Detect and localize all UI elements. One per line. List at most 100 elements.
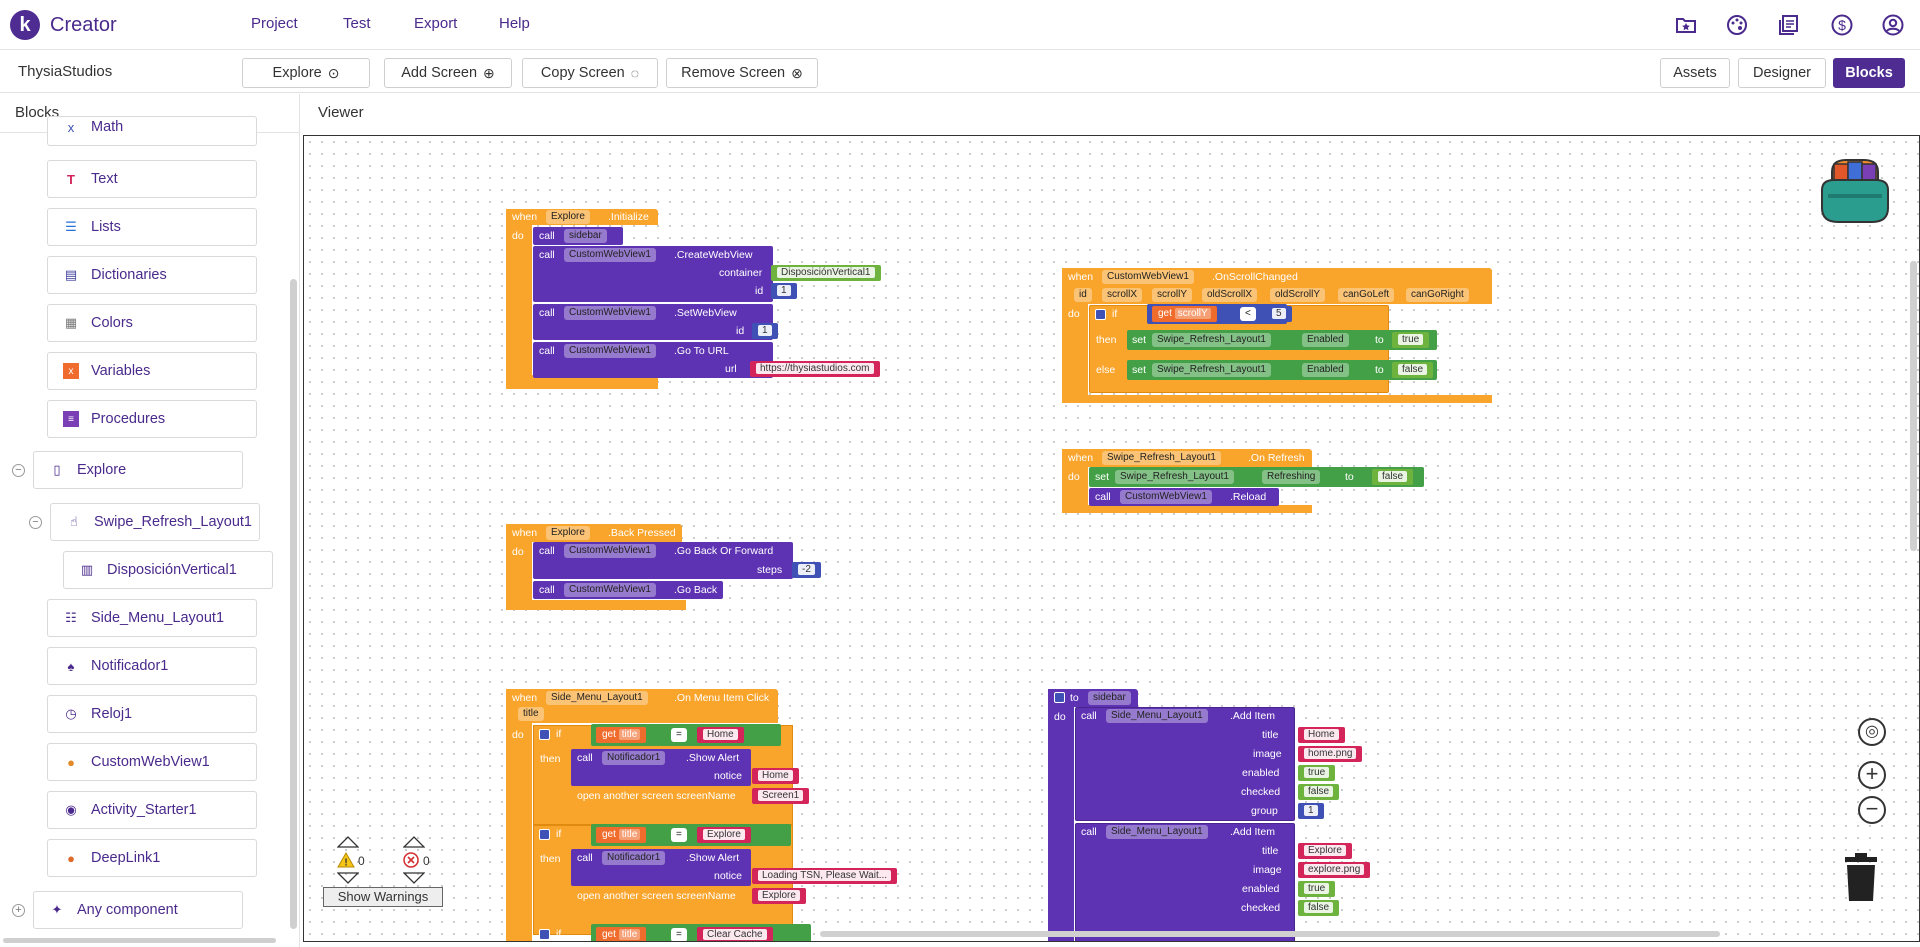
param-oldscrollx[interactable]: oldScrollX [1202, 288, 1258, 302]
component-dropdown[interactable]: Swipe_Refresh_Layout1 [1152, 363, 1271, 377]
procedure-dropdown[interactable]: sidebar [564, 229, 607, 243]
param-title[interactable]: title [518, 707, 544, 721]
builtin-math[interactable]: x Math [47, 116, 257, 146]
recenter-icon[interactable]: ◎ [1858, 718, 1886, 746]
string-value[interactable]: Screen1 [752, 788, 810, 804]
set-enabled-false[interactable] [1127, 360, 1437, 380]
string-value[interactable]: Loading TSN, Please Wait... [752, 868, 898, 884]
boolean-value[interactable]: false [1392, 362, 1434, 378]
mutator-gear-icon[interactable] [539, 929, 550, 940]
builtin-procedures[interactable]: ≡ Procedures [47, 400, 257, 438]
mutator-gear-icon[interactable] [1095, 309, 1106, 320]
number-value[interactable]: -2 [792, 562, 821, 578]
string-value[interactable]: Home [697, 727, 744, 743]
collapse-swipe-toggle[interactable]: − [29, 516, 42, 529]
menu-help[interactable]: Help [499, 15, 530, 32]
property-dropdown[interactable]: Refreshing [1262, 470, 1321, 484]
remove-screen-button[interactable]: Remove Screen ⊗ [666, 58, 818, 88]
get-variable[interactable]: get title [596, 727, 647, 743]
copy-screen-button[interactable]: Copy Screen ◌ [522, 58, 658, 88]
expand-any-component-toggle[interactable]: + [12, 904, 25, 917]
string-value[interactable]: Explore [1298, 843, 1352, 859]
any-component[interactable]: ✦ Any component [33, 891, 243, 929]
event-block-backpressed[interactable]: when Explore .Back Pressed do call Custo… [506, 524, 826, 610]
backpack-icon[interactable] [1810, 150, 1900, 230]
event-block-explore-initialize[interactable]: when Explore .Initialize do call sidebar… [506, 209, 926, 389]
account-icon[interactable] [1881, 13, 1905, 37]
app-logo[interactable]: k Creator [10, 10, 117, 40]
number-value[interactable]: 1 [752, 323, 778, 339]
component-dropdown[interactable]: CustomWebView1 [1120, 490, 1212, 504]
add-screen-button[interactable]: Add Screen ⊕ [384, 58, 512, 88]
boolean-value[interactable]: true [1298, 881, 1336, 897]
library-icon[interactable] [1777, 13, 1801, 37]
component-reloj1[interactable]: ◷ Reloj1 [47, 695, 257, 733]
component-swipe-refresh-layout1[interactable]: ☝ Swipe_Refresh_Layout1 [50, 503, 260, 541]
event-block-onrefresh[interactable]: when Swipe_Refresh_Layout1 .On Refresh d… [1062, 449, 1424, 513]
gallery-icon[interactable] [1674, 13, 1698, 37]
assets-button[interactable]: Assets [1660, 58, 1730, 88]
component-dropdown[interactable]: Side_Menu_Layout1 [546, 691, 648, 705]
component-deeplink1[interactable]: ● DeepLink1 [47, 839, 257, 877]
operator-dropdown[interactable]: = [671, 828, 687, 842]
procedure-block-sidebar[interactable]: to sidebar do call Side_Menu_Layout1 .Ad… [1048, 689, 1371, 941]
designer-button[interactable]: Designer [1738, 58, 1826, 88]
component-disposicion-vertical1[interactable]: ▥ DisposiciónVertical1 [63, 551, 273, 589]
string-value[interactable]: explore.png [1298, 862, 1371, 878]
set-refreshing[interactable] [1089, 467, 1424, 487]
mutator-gear-icon[interactable] [539, 729, 550, 740]
param-scrolly[interactable]: scrollY [1152, 288, 1193, 302]
property-dropdown[interactable]: Enabled [1302, 333, 1349, 347]
warning-prev-arrow-icon[interactable] [337, 836, 359, 848]
string-value[interactable]: Home [752, 768, 799, 784]
component-side-menu-layout1[interactable]: ☷ Side_Menu_Layout1 [47, 599, 257, 637]
boolean-value[interactable]: false [1372, 469, 1414, 485]
component-value[interactable]: DisposiciónVertical1 [771, 265, 881, 281]
mutator-gear-icon[interactable] [539, 829, 550, 840]
get-variable[interactable]: get scrollY [1152, 306, 1217, 322]
boolean-value[interactable]: true [1392, 332, 1430, 348]
set-enabled-true[interactable] [1127, 330, 1437, 350]
param-cangoleft[interactable]: canGoLeft [1338, 288, 1395, 302]
mutator-gear-icon[interactable] [1054, 692, 1065, 703]
warning-next-arrow-icon[interactable] [337, 872, 359, 884]
property-dropdown[interactable]: Enabled [1302, 363, 1349, 377]
component-dropdown[interactable]: Swipe_Refresh_Layout1 [1102, 451, 1221, 465]
screen-explore[interactable]: ▯ Explore [33, 451, 243, 489]
string-value[interactable]: Explore [752, 888, 806, 904]
param-id[interactable]: id [1074, 288, 1092, 302]
error-prev-arrow-icon[interactable] [403, 836, 425, 848]
builtin-text[interactable]: T Text [47, 160, 257, 198]
component-dropdown[interactable]: Swipe_Refresh_Layout1 [1115, 470, 1234, 484]
operator-dropdown[interactable]: = [671, 728, 687, 742]
param-oldscrolly[interactable]: oldScrollY [1270, 288, 1326, 302]
show-warnings-button[interactable]: Show Warnings [323, 887, 443, 907]
component-dropdown[interactable]: CustomWebView1 [564, 306, 656, 320]
boolean-value[interactable]: true [1298, 765, 1336, 781]
number-value[interactable]: 1 [771, 283, 797, 299]
component-customwebview1[interactable]: ● CustomWebView1 [47, 743, 257, 781]
event-block-onscrollchanged[interactable]: when CustomWebView1 .OnScrollChanged id … [1062, 268, 1492, 403]
boolean-value[interactable]: false [1298, 900, 1340, 916]
component-notificador1[interactable]: ♠ Notificador1 [47, 647, 257, 685]
component-dropdown[interactable]: CustomWebView1 [564, 583, 656, 597]
get-variable[interactable]: get title [596, 827, 647, 843]
operator-dropdown[interactable]: = [671, 928, 687, 941]
left-panel-scrollbar[interactable] [290, 279, 297, 929]
string-value[interactable]: https://thysiastudios.com [750, 361, 880, 377]
builtin-lists[interactable]: ☰ Lists [47, 208, 257, 246]
component-dropdown[interactable]: Side_Menu_Layout1 [1106, 825, 1208, 839]
boolean-value[interactable]: false [1298, 784, 1340, 800]
error-next-arrow-icon[interactable] [403, 872, 425, 884]
component-dropdown[interactable]: Side_Menu_Layout1 [1106, 709, 1208, 723]
builtin-dictionaries[interactable]: ▤ Dictionaries [47, 256, 257, 294]
builtin-variables[interactable]: x Variables [47, 352, 257, 390]
workspace-hscrollbar[interactable] [820, 931, 1720, 937]
component-dropdown[interactable]: CustomWebView1 [1102, 270, 1194, 284]
builtin-colors[interactable]: ▦ Colors [47, 304, 257, 342]
string-value[interactable]: home.png [1298, 746, 1363, 762]
component-dropdown[interactable]: Explore [546, 526, 590, 540]
get-variable[interactable]: get title [596, 927, 647, 941]
number-value[interactable]: 5 [1266, 306, 1292, 322]
screen-select[interactable]: Explore ⊙ [242, 58, 370, 88]
